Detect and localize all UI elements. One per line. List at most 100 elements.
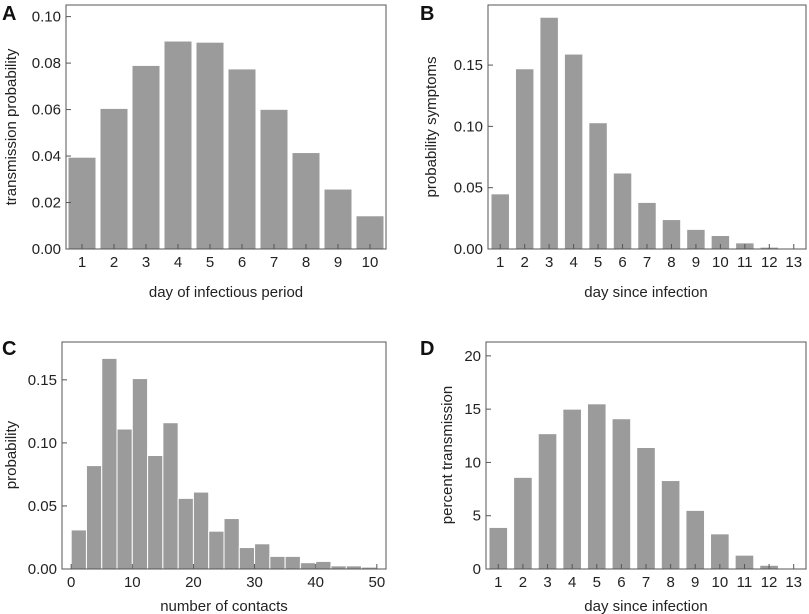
bar-a-7	[259, 108, 289, 250]
plot-frame-c	[61, 341, 387, 570]
bar-c-1	[70, 529, 87, 570]
bar-c-6	[147, 455, 164, 570]
x-tick-label-d-5: 5	[593, 574, 601, 591]
x-tick-label-b-8: 8	[667, 254, 675, 271]
bar-c-11	[223, 518, 240, 570]
bar-c-8	[177, 497, 194, 570]
bar-b-2	[514, 68, 535, 250]
panel-b: B 1 2 3 4 5 6 7 8 9 10 11 12 130.000.050.100.15 day …	[420, 3, 807, 301]
y-tick-label-c-4: 0.15	[28, 372, 57, 389]
x-tick-label-a-5: 5	[206, 254, 214, 271]
x-tick-label-b-12: 12	[761, 254, 778, 271]
bar-d-7	[636, 447, 656, 570]
x-tick-label-d-10: 10	[712, 574, 729, 591]
bar-a-9	[323, 188, 353, 250]
bar-a-10	[355, 215, 385, 250]
bar-c-2	[85, 465, 103, 570]
y-tick-label-a-1: 0.00	[32, 241, 61, 258]
y-tick-label-b-3: 0.10	[454, 118, 483, 135]
x-tick-label-d-3: 3	[543, 574, 551, 591]
bar-a-2	[99, 107, 129, 250]
x-tick-label-c-6: 50	[368, 574, 385, 591]
y-tick-label-b-2: 0.05	[454, 180, 483, 197]
y-tick-label-d-4: 15	[464, 401, 481, 418]
x-tick-label-c-1: 0	[67, 574, 75, 591]
y-tick-label-a-6: 0.10	[32, 9, 61, 26]
y-tick-label-a-2: 0.02	[32, 195, 61, 212]
x-axis-label-a: day of infectious period	[149, 284, 303, 301]
x-tick-label-d-9: 9	[691, 574, 699, 591]
x-tick-label-b-1: 1	[496, 254, 504, 271]
bar-c-12	[238, 547, 256, 570]
panel-letter-b: B	[420, 3, 434, 25]
x-tick-label-c-3: 20	[185, 574, 202, 591]
bar-b-3	[539, 16, 559, 250]
bar-c-13	[254, 543, 271, 570]
x-tick-label-d-4: 4	[568, 574, 576, 591]
x-tick-label-d-7: 7	[642, 574, 650, 591]
x-tick-label-a-1: 1	[78, 254, 86, 271]
y-axis-label-c: probability	[3, 420, 20, 489]
bar-d-3	[537, 433, 558, 570]
x-tick-label-b-7: 7	[643, 254, 651, 271]
x-tick-label-b-10: 10	[712, 254, 729, 271]
bar-d-9	[685, 509, 706, 570]
x-tick-label-d-13: 13	[785, 574, 802, 591]
x-tick-label-b-3: 3	[545, 254, 553, 271]
x-axis-label-d: day since infection	[584, 598, 707, 614]
y-tick-label-c-1: 0.00	[28, 561, 57, 578]
bar-d-6	[611, 418, 632, 570]
bar-a-3	[131, 64, 161, 250]
bar-c-3	[101, 357, 118, 570]
x-tick-label-a-3: 3	[142, 254, 150, 271]
bar-c-7	[162, 422, 179, 570]
x-tick-label-a-7: 7	[270, 254, 278, 271]
bar-a-1	[67, 156, 97, 250]
bar-c-10	[208, 530, 225, 570]
bar-d-5	[586, 403, 607, 570]
x-tick-label-a-9: 9	[334, 254, 342, 271]
bar-c-9	[192, 491, 210, 570]
bar-a-5	[195, 41, 225, 250]
bar-b-6	[612, 172, 633, 250]
x-tick-label-b-2: 2	[521, 254, 529, 271]
bar-d-2	[513, 476, 533, 570]
x-axis-label-c: number of contacts	[160, 598, 288, 614]
x-tick-label-c-4: 30	[246, 574, 263, 591]
x-tick-label-d-8: 8	[666, 574, 674, 591]
x-tick-label-d-6: 6	[617, 574, 625, 591]
bar-c-4	[116, 428, 133, 570]
x-tick-label-b-9: 9	[692, 254, 700, 271]
x-tick-label-d-1: 1	[494, 574, 502, 591]
bar-b-1	[490, 193, 510, 250]
x-tick-label-b-4: 4	[569, 254, 577, 271]
y-tick-label-c-3: 0.10	[28, 435, 57, 452]
bar-d-1	[488, 526, 509, 570]
x-tick-label-b-5: 5	[594, 254, 602, 271]
x-tick-label-b-11: 11	[737, 254, 753, 271]
y-tick-label-b-4: 0.15	[454, 57, 483, 74]
bar-b-4	[563, 53, 584, 250]
y-tick-label-a-5: 0.08	[32, 55, 61, 72]
bar-b-5	[588, 122, 608, 250]
panel-c: C 0 10 20 30 40 50 0.00 0.05 0.10 0.15 number of …	[2, 338, 387, 614]
bar-c-14	[269, 555, 286, 570]
y-axis-label-b: probability symptoms	[423, 57, 440, 198]
y-tick-label-b-1: 0.00	[454, 241, 483, 258]
plot-frame-a	[65, 4, 387, 250]
x-tick-label-a-10: 10	[362, 254, 379, 271]
panel-letter-a: A	[2, 3, 16, 25]
y-tick-label-d-1: 0	[473, 561, 481, 578]
bar-a-4	[163, 40, 193, 250]
y-tick-label-a-4: 0.06	[32, 102, 61, 119]
bar-d-4	[562, 408, 582, 570]
x-tick-label-a-6: 6	[238, 254, 246, 271]
y-tick-label-a-3: 0.04	[32, 148, 61, 165]
y-tick-label-c-2: 0.05	[28, 498, 57, 515]
x-tick-label-c-5: 40	[307, 574, 324, 591]
panel-letter-c: C	[2, 338, 16, 360]
x-tick-label-d-2: 2	[519, 574, 527, 591]
bar-d-10	[710, 533, 730, 570]
panel-a: A 1 2 3 4 5 6 7 8 9 10 0.00 0.02 0.04 0.06 0.08 0.10 da…	[2, 3, 387, 301]
